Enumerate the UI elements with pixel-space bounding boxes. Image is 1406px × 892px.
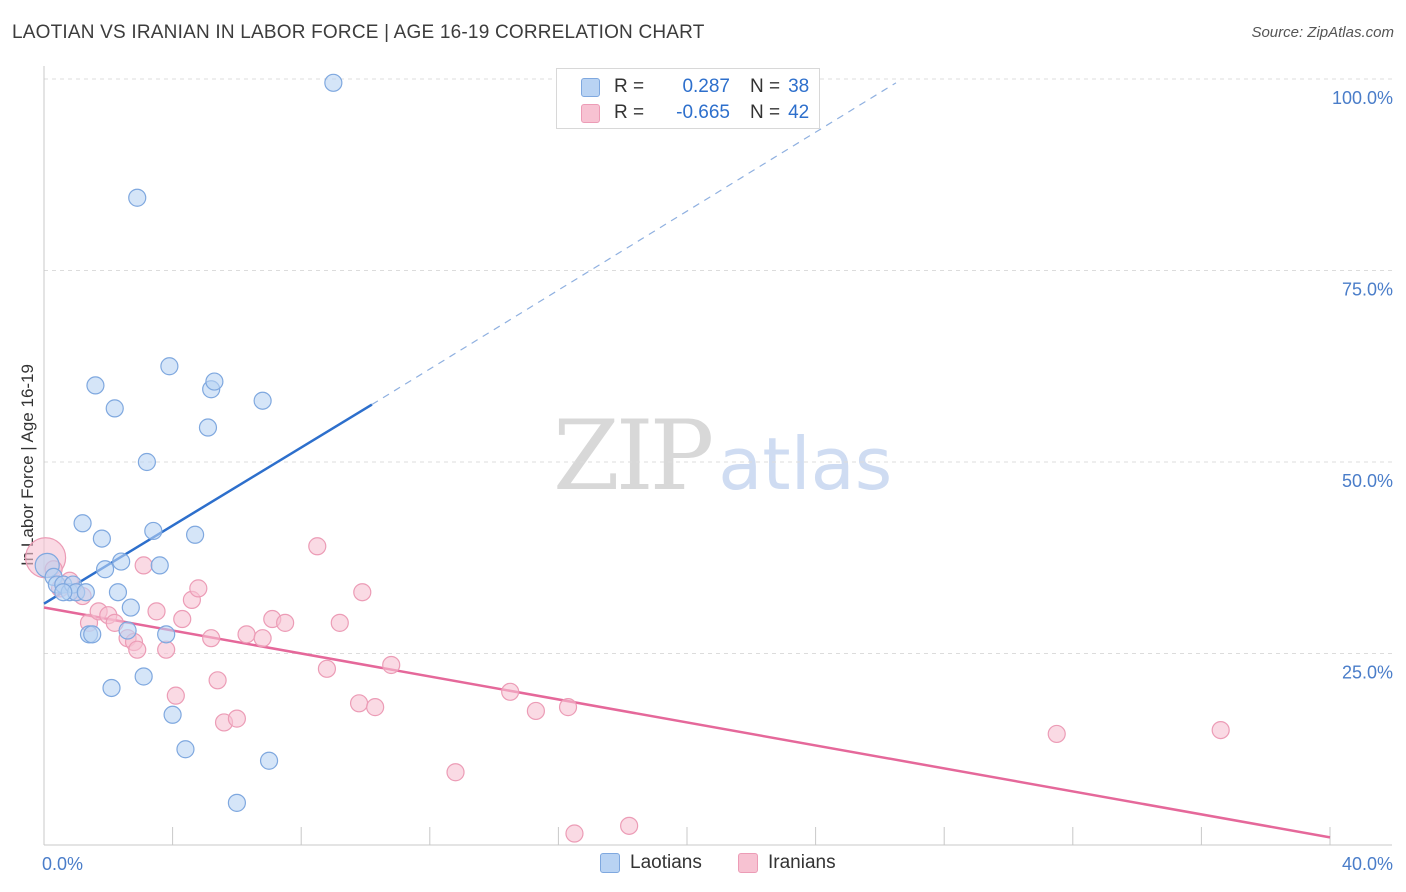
laotian-point (76, 583, 95, 602)
laotian-point (176, 740, 195, 759)
iranian-point (166, 686, 185, 705)
x-tick-label-min: 0.0% (42, 854, 83, 874)
iranians-legend-label: Iranians (768, 852, 836, 873)
laotian-point (95, 560, 115, 579)
laotian-point (186, 525, 205, 544)
laotian-point (112, 552, 131, 571)
axes (43, 66, 1392, 846)
iranian-point (558, 698, 578, 717)
iranian-point (446, 763, 465, 782)
laotian-point (253, 391, 272, 410)
laotian-point (259, 751, 279, 770)
laotian-point (163, 705, 182, 724)
laotian-point (83, 625, 102, 644)
laotian-point (102, 678, 121, 698)
iranian-point (349, 694, 369, 713)
laotian-point (137, 452, 156, 472)
legend-row-iranian: R = -0.665 N = 42 (581, 102, 809, 124)
y-tick-label: 100.0% (1332, 88, 1393, 108)
laotian-swatch (581, 77, 600, 97)
bottom-legend-iranians: Iranians (738, 852, 836, 874)
iranian-point (128, 640, 147, 659)
laotian-trend-extension (371, 82, 897, 406)
iranian-swatch (581, 103, 600, 123)
laotian-point (134, 667, 153, 686)
laotian-point (92, 529, 111, 548)
laotian-point (144, 521, 163, 541)
iranian-point (1211, 720, 1230, 740)
iranian-point (620, 816, 639, 835)
bottom-legend-laotians: Laotians (600, 852, 702, 874)
grid-lines (44, 78, 1392, 654)
iranian-point (366, 698, 385, 717)
iranian-point (565, 824, 584, 843)
y-tick-label: 75.0% (1342, 280, 1393, 300)
laotian-point (150, 556, 169, 575)
laotian-point (118, 621, 137, 640)
iranian-point (382, 655, 401, 675)
laotian-r-label: R = (614, 76, 645, 97)
laotian-point (105, 399, 124, 418)
iranian-point (1047, 724, 1066, 744)
laotian-point (198, 418, 218, 437)
iranian-point (276, 613, 295, 632)
laotian-point (205, 372, 224, 391)
iranian-r-label: R = (614, 102, 645, 123)
iranian-point (330, 613, 349, 632)
iranian-n-value: 42 (788, 102, 810, 123)
laotian-r-value: 0.287 (682, 76, 730, 97)
laotian-point (121, 598, 140, 617)
iranian-point (147, 602, 166, 621)
iranian-point (526, 701, 545, 721)
laotian-point (227, 793, 246, 812)
iranian-point (134, 556, 153, 575)
iranian-point (308, 537, 327, 556)
iranian-point (237, 625, 256, 644)
laotian-point (54, 583, 73, 602)
iranian-point (253, 629, 272, 648)
source-label: Source: ZipAtlas.com (1251, 24, 1394, 41)
laotian-point (86, 376, 105, 395)
iranian-point (157, 640, 176, 659)
chart-title: LAOTIAN VS IRANIAN IN LABOR FORCE | AGE … (12, 22, 705, 43)
laotian-point (128, 188, 147, 207)
iranian-point (353, 583, 372, 602)
y-tick-label: 25.0% (1342, 663, 1393, 683)
iranian-r-value: -0.665 (676, 102, 730, 123)
iranian-point (202, 629, 221, 648)
iranian-point (317, 659, 337, 678)
iranian-point (227, 709, 246, 728)
x-tick-label-max: 40.0% (1342, 854, 1393, 874)
laotian-point (108, 583, 128, 602)
iranians-legend-swatch (738, 853, 758, 873)
laotian-point (324, 73, 343, 92)
laotian-n-value: 38 (788, 76, 810, 97)
tick-labels: 25.0% 50.0% 75.0% 100.0% 0.0% 40.0% (42, 88, 1393, 874)
y-tick-label: 50.0% (1342, 471, 1393, 491)
iranian-point (208, 671, 227, 690)
laotian-n-label: N = (750, 76, 781, 97)
laotian-point (160, 357, 179, 376)
iranian-point (501, 682, 520, 701)
iranian-point (173, 609, 192, 629)
laotians-legend-label: Laotians (630, 852, 702, 873)
iranian-n-label: N = (750, 102, 781, 123)
correlation-legend: R = 0.287 N = 38 R = -0.665 N = 42 (556, 68, 820, 129)
laotians-legend-swatch (600, 853, 620, 873)
laotian-point (73, 514, 92, 533)
laotian-point (157, 625, 176, 644)
iranian-point (189, 579, 208, 598)
legend-row-laotian: R = 0.287 N = 38 (581, 76, 809, 98)
data-points (25, 73, 1230, 843)
